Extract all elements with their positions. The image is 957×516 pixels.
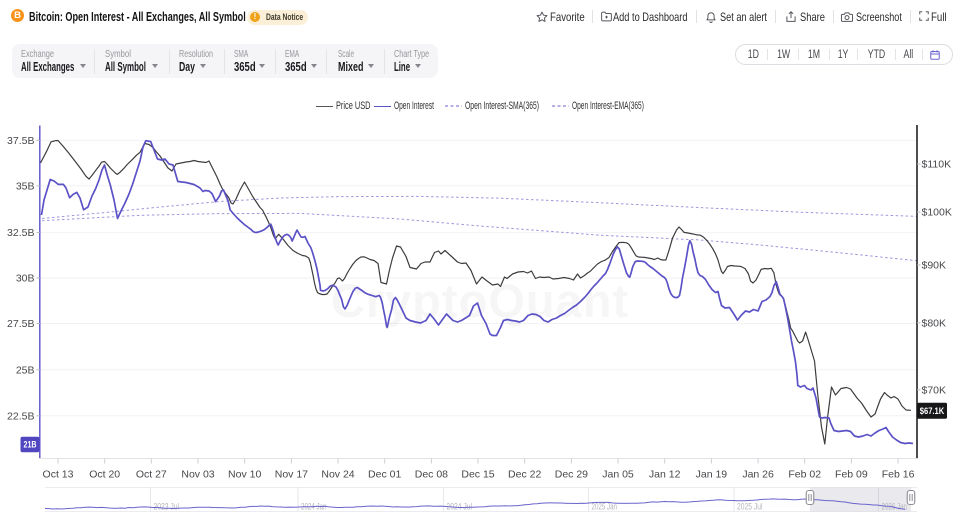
svg-text:Oct 13: Oct 13: [43, 469, 74, 481]
svg-text:Dec 01: Dec 01: [368, 469, 401, 481]
svg-text:21B: 21B: [24, 440, 37, 450]
svg-text:22.5B: 22.5B: [7, 410, 34, 422]
svg-text:32.5B: 32.5B: [7, 227, 34, 239]
svg-text:Feb 16: Feb 16: [882, 469, 915, 481]
svg-text:30B: 30B: [16, 273, 35, 285]
svg-text:Oct 20: Oct 20: [89, 469, 120, 481]
svg-text:Oct 27: Oct 27: [136, 469, 167, 481]
svg-text:$80K: $80K: [922, 317, 947, 329]
svg-text:Jan 12: Jan 12: [649, 469, 681, 481]
svg-text:35B: 35B: [16, 180, 35, 192]
svg-text:Nov 24: Nov 24: [321, 469, 354, 481]
svg-text:2023 Jul: 2023 Jul: [154, 502, 180, 513]
svg-text:37.5B: 37.5B: [7, 135, 34, 147]
svg-text:Dec 08: Dec 08: [415, 469, 448, 481]
svg-text:$67.1K: $67.1K: [920, 406, 945, 416]
svg-text:Nov 17: Nov 17: [275, 469, 308, 481]
svg-text:CryptoQuant: CryptoQuant: [331, 274, 629, 327]
svg-text:Nov 10: Nov 10: [228, 469, 261, 481]
svg-text:27.5B: 27.5B: [7, 318, 34, 330]
svg-text:Dec 22: Dec 22: [508, 469, 541, 481]
svg-text:Feb 02: Feb 02: [788, 469, 821, 481]
svg-text:$100K: $100K: [922, 207, 952, 219]
svg-text:Dec 15: Dec 15: [461, 469, 494, 481]
svg-text:2025 Jul: 2025 Jul: [737, 502, 763, 513]
svg-text:Jan 26: Jan 26: [742, 469, 774, 481]
svg-text:Jan 19: Jan 19: [696, 469, 728, 481]
svg-text:25B: 25B: [16, 364, 35, 376]
svg-text:$110K: $110K: [922, 159, 952, 171]
svg-text:Feb 09: Feb 09: [835, 469, 868, 481]
svg-text:Jan 05: Jan 05: [602, 469, 634, 481]
svg-text:Dec 29: Dec 29: [555, 469, 588, 481]
svg-text:Nov 03: Nov 03: [181, 469, 214, 481]
svg-text:2025 Jan: 2025 Jan: [592, 502, 618, 513]
svg-text:$70K: $70K: [922, 384, 947, 396]
svg-text:$90K: $90K: [922, 260, 947, 272]
